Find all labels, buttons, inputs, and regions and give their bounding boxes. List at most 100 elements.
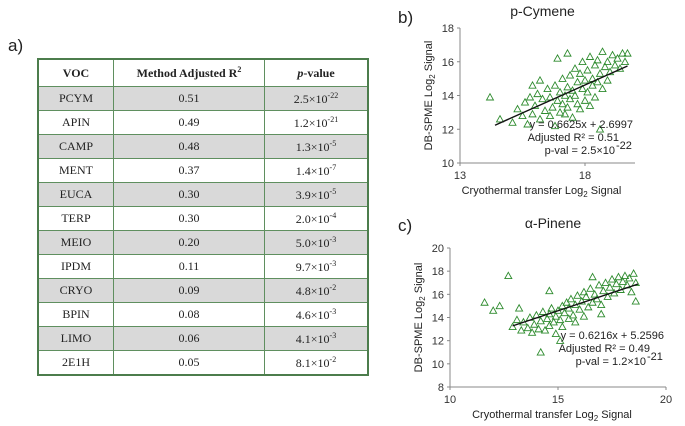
data-point <box>558 99 567 108</box>
data-point <box>614 272 623 281</box>
data-point <box>585 52 595 60</box>
data-point <box>583 302 593 311</box>
cell-r2: 0.48 <box>113 134 265 159</box>
cell-pvalue: 9.7×10-3 <box>264 254 369 279</box>
data-point <box>578 84 587 92</box>
data-point <box>608 50 617 59</box>
cell-pvalue: 2.0×10-4 <box>264 206 369 231</box>
cell-voc: 2E1H <box>37 350 114 376</box>
y-axis-label-end: Signal <box>413 263 425 297</box>
x-axis-label-sub: 2 <box>583 190 588 199</box>
data-point <box>530 101 540 109</box>
data-point <box>620 271 630 280</box>
data-point <box>517 325 526 334</box>
data-point <box>545 286 554 295</box>
data-point <box>620 57 630 65</box>
annotation-pval: p-val = 2.5×10 <box>545 145 615 157</box>
pvalue-exponent: -7 <box>329 162 337 172</box>
chart-title: p-Cymene <box>510 3 575 19</box>
pvalue-exponent: -3 <box>329 306 337 316</box>
cell-voc: MEIO <box>37 230 114 255</box>
table-row: EUCA 0.30 3.9×10-5 <box>37 182 369 207</box>
data-point <box>599 286 608 295</box>
data-point <box>555 315 565 324</box>
data-point <box>495 114 505 123</box>
header-p-rest: -value <box>303 65 335 80</box>
cell-r2: 0.08 <box>113 302 265 327</box>
data-point <box>535 114 545 123</box>
panel-label-b: b) <box>398 8 414 27</box>
pvalue-exponent: -2 <box>329 354 337 364</box>
data-point <box>536 316 545 325</box>
data-point <box>598 84 607 92</box>
pvalue-exponent: -2 <box>329 282 337 292</box>
data-point <box>580 96 590 104</box>
x-axis-label-text: Cryothermal transfer Log <box>462 185 584 197</box>
data-point <box>555 107 565 116</box>
data-point <box>504 271 513 280</box>
cell-r2: 0.30 <box>113 182 265 207</box>
cell-r2: 0.37 <box>113 158 265 183</box>
cell-pvalue: 2.5×10-22 <box>264 86 369 111</box>
x-tick-label: 10 <box>444 394 456 406</box>
pvalue-mantissa: 1.3×10 <box>295 139 330 154</box>
data-point <box>603 57 612 65</box>
table-row: PCYM 0.51 2.5×10-22 <box>37 86 369 111</box>
pvalue-mantissa: 2.0×10 <box>295 211 330 226</box>
data-point <box>553 53 562 62</box>
table-row: LIMO 0.06 4.1×10-3 <box>37 326 369 351</box>
data-point <box>581 292 591 300</box>
cell-voc: BPIN <box>37 302 114 327</box>
table-row: BPIN 0.08 4.6×10-3 <box>37 302 369 327</box>
cell-pvalue: 4.6×10-3 <box>264 302 369 327</box>
data-point <box>508 322 517 331</box>
cell-r2: 0.09 <box>113 278 265 303</box>
x-tick-label: 18 <box>579 170 591 182</box>
data-point <box>514 303 524 312</box>
data-point <box>523 119 532 128</box>
data-point <box>560 109 570 118</box>
y-tick-label: 10 <box>442 158 454 170</box>
data-point <box>575 104 585 113</box>
annotation-equation: y = 0.6625x + 2.6997 <box>530 119 633 131</box>
data-point <box>575 69 585 77</box>
data-point <box>588 272 597 281</box>
data-point <box>568 113 577 121</box>
data-point <box>560 308 569 317</box>
table-header-row: VOC Method Adjusted R2 p-value <box>37 58 369 87</box>
y-axis-label-end: Signal <box>423 41 435 75</box>
pvalue-mantissa: 2.5×10 <box>293 91 328 106</box>
data-point <box>577 296 587 305</box>
header-pvalue: p-value <box>264 58 369 87</box>
x-tick-label: 20 <box>660 394 672 406</box>
y-tick-label: 18 <box>442 23 454 35</box>
table-row: IPDM 0.11 9.7×10-3 <box>37 254 369 279</box>
data-point <box>555 336 565 344</box>
cell-pvalue: 1.4×10-7 <box>264 158 369 183</box>
pvalue-mantissa: 3.9×10 <box>295 187 330 202</box>
data-point <box>573 77 582 86</box>
pvalue-exponent: -22 <box>327 90 339 100</box>
data-point <box>600 62 610 71</box>
data-point <box>566 294 576 303</box>
data-point <box>596 309 606 318</box>
data-point <box>570 64 580 72</box>
pvalue-exponent: -4 <box>329 210 337 220</box>
data-point <box>480 298 489 306</box>
table-row: 2E1H 0.05 8.1×10-2 <box>37 350 369 376</box>
y-tick-label: 20 <box>432 243 444 255</box>
data-point <box>540 325 550 334</box>
data-point <box>523 323 533 332</box>
y-tick-label: 16 <box>442 57 454 69</box>
voc-table: VOC Method Adjusted R2 p-value PCYM 0.51 2… <box>37 58 369 376</box>
pvalue-mantissa: 8.1×10 <box>295 355 330 370</box>
header-r2-text: Method Adjusted R <box>136 66 238 80</box>
data-point <box>551 329 561 337</box>
table-row: TERP 0.30 2.0×10-4 <box>37 206 369 231</box>
data-point <box>595 124 605 133</box>
data-point <box>551 311 561 320</box>
pvalue-mantissa: 9.7×10 <box>295 259 330 274</box>
data-point <box>548 102 557 111</box>
chart-title: α-Pinene <box>525 215 582 231</box>
